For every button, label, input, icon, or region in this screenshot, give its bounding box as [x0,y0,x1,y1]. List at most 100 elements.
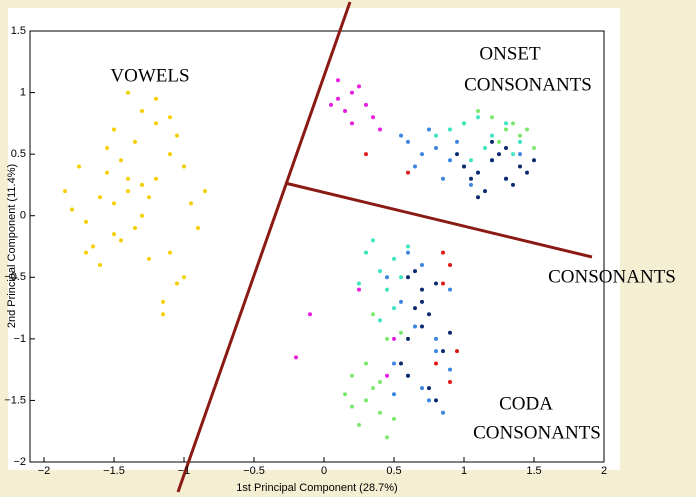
point [434,133,438,138]
point [469,176,473,181]
points-layer [63,78,536,440]
point [343,109,347,114]
point [497,139,501,144]
point [357,287,361,292]
point [406,373,410,378]
point [140,213,144,218]
point [448,379,452,384]
point [168,115,172,120]
point [378,318,382,323]
point [385,287,389,292]
x-tick-label: −0.5 [243,465,265,477]
point [126,189,130,194]
point [413,306,417,311]
y-tick-label: 0 [20,210,26,222]
point [420,152,424,157]
point [336,96,340,101]
axes-frame [29,30,605,463]
point [350,121,354,126]
point [434,349,438,354]
point [378,269,382,274]
point [357,281,361,286]
point [105,170,109,175]
point [448,127,452,132]
point [119,238,123,243]
point [476,109,480,114]
point [434,336,438,341]
point [490,115,494,120]
point [406,139,410,144]
point [147,256,151,261]
point [441,176,445,181]
divider-line [176,1,352,493]
point [413,164,417,169]
point [378,127,382,132]
point [406,336,410,341]
point [140,182,144,187]
point [420,386,424,391]
point [483,189,487,194]
y-tick-label: −1.5 [4,394,26,406]
x-tick-label: 0 [321,465,327,477]
point [385,275,389,280]
point [343,392,347,397]
point [469,182,473,187]
annotation: CODA [499,393,553,414]
point [427,127,431,132]
point [455,349,459,354]
point [364,398,368,403]
point [308,312,312,317]
point [98,195,102,200]
point [70,207,74,212]
point [427,312,431,317]
point [126,90,130,95]
point [497,152,501,157]
point [196,226,200,231]
point [434,398,438,403]
x-tick-label: −2 [38,465,51,477]
point [427,398,431,403]
x-axis-label: 1st Principal Component (28.7%) [236,482,397,494]
annotation: VOWELS [110,65,189,86]
point [462,121,466,126]
point [420,287,424,292]
x-tick-label: −1 [178,465,191,477]
point [518,133,522,138]
point [182,164,186,169]
point [441,349,445,354]
point [350,373,354,378]
point [399,299,403,304]
point [399,275,403,280]
point [175,133,179,138]
point [455,152,459,157]
point [392,306,396,311]
x-tick-label: 2 [601,465,607,477]
point [406,275,410,280]
point [364,102,368,107]
point [490,139,494,144]
divider-line [284,181,593,259]
point [420,262,424,267]
point [434,281,438,286]
x-tick-label: 0.5 [386,465,401,477]
point [63,189,67,194]
annotation: ONSET [479,43,541,64]
point [392,392,396,397]
point [406,244,410,249]
x-tick-label: −1.5 [103,465,125,477]
point [476,170,480,175]
point [518,164,522,169]
point [98,262,102,267]
point [511,152,515,157]
point [476,195,480,200]
y-tick-label: 1 [20,86,26,98]
point [441,410,445,415]
point [385,373,389,378]
point [406,170,410,175]
point [357,423,361,428]
point [385,336,389,341]
point [392,256,396,261]
point [329,102,333,107]
point [161,299,165,304]
